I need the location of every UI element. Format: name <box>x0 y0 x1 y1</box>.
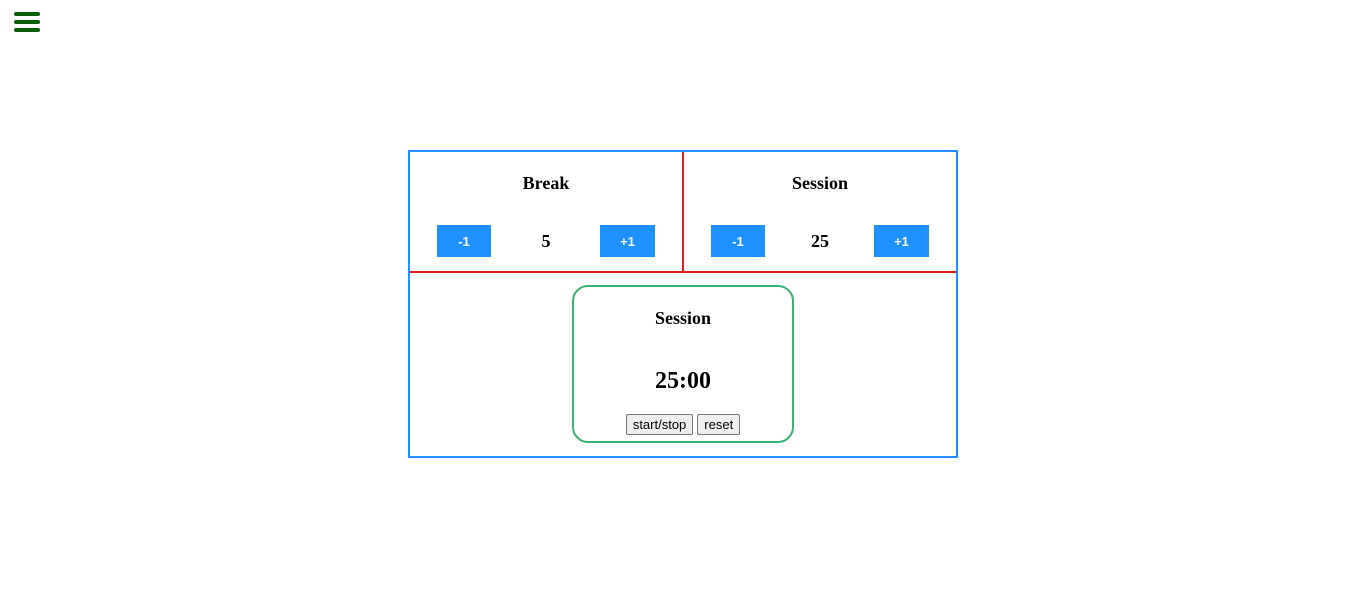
session-increment-button[interactable]: +1 <box>874 225 929 257</box>
break-decrement-button[interactable]: -1 <box>437 225 491 257</box>
session-control: Session -1 25 +1 <box>684 152 956 271</box>
timer-panel: Session 25:00 start/stop reset <box>572 285 794 443</box>
session-decrement-button[interactable]: -1 <box>711 225 765 257</box>
menu-bar-middle <box>14 20 40 24</box>
pomodoro-clock: Break -1 5 +1 Session -1 25 +1 Session 2… <box>408 150 958 458</box>
menu-bar-top <box>14 12 40 16</box>
reset-button[interactable]: reset <box>697 414 741 435</box>
break-control: Break -1 5 +1 <box>410 152 684 271</box>
time-left: 25:00 <box>655 368 711 394</box>
break-increment-button[interactable]: +1 <box>600 225 655 257</box>
length-controls: Break -1 5 +1 Session -1 25 +1 <box>410 152 956 273</box>
timer-label: Session <box>654 308 712 328</box>
session-length-value: 25 <box>811 231 829 251</box>
hamburger-menu-icon[interactable] <box>14 12 40 34</box>
break-length-value: 5 <box>541 231 551 251</box>
break-title: Break <box>522 173 570 193</box>
timer-buttons: start/stop reset <box>574 414 792 435</box>
menu-bar-bottom <box>14 28 40 32</box>
session-title: Session <box>791 173 849 193</box>
start-stop-button[interactable]: start/stop <box>625 414 694 435</box>
